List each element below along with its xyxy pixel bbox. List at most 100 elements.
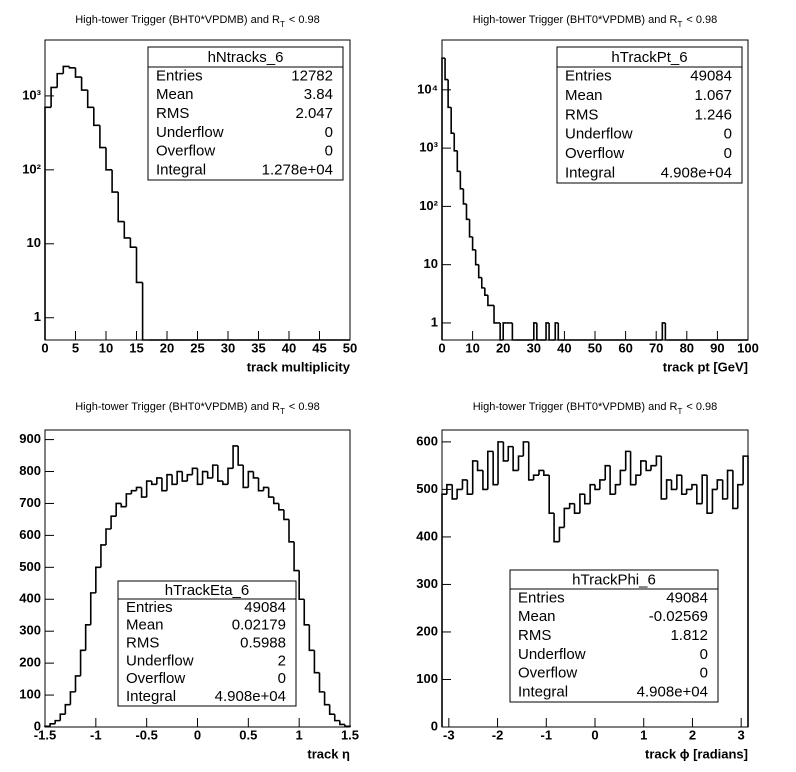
histogram-bin xyxy=(262,486,269,491)
histogram-bin xyxy=(462,188,467,205)
stats-value: 0 xyxy=(724,145,732,162)
histogram-bin xyxy=(74,67,82,78)
histogram-bin xyxy=(543,470,550,476)
histogram-bin xyxy=(660,456,667,500)
y-tick-label: 200 xyxy=(19,655,41,670)
stats-label: Integral xyxy=(156,162,206,179)
x-tick-label: 80 xyxy=(680,340,694,355)
x-tick-label: -1.5 xyxy=(34,727,56,742)
x-tick-label: 0 xyxy=(194,727,201,742)
x-tick-label: 40 xyxy=(557,340,571,355)
histogram-bin xyxy=(123,221,131,239)
title-text: High-tower Trigger (BHT0*VPDMB) and R xyxy=(473,401,678,413)
histogram-bin xyxy=(502,441,509,462)
histogram-bin xyxy=(511,322,516,341)
histogram-bin xyxy=(736,483,744,509)
histogram-bin xyxy=(267,487,274,498)
x-tick-label: 20 xyxy=(496,340,510,355)
x-tick-label: 0 xyxy=(41,340,48,355)
histogram-bin xyxy=(554,322,559,340)
y-tick-label: 300 xyxy=(416,576,438,591)
histogram-bin xyxy=(447,79,452,109)
stats-label: Underflow xyxy=(156,124,224,141)
histogram-bin xyxy=(186,473,193,482)
histogram-bin xyxy=(450,107,455,135)
histogram-bin xyxy=(84,624,91,651)
histogram-bin xyxy=(318,672,325,693)
histogram-bin xyxy=(487,450,494,490)
histogram-bin xyxy=(56,72,64,88)
histogram-bin xyxy=(44,106,52,340)
y-tick-label: 0 xyxy=(431,718,438,733)
histogram-bin xyxy=(105,528,112,545)
histogram-bin xyxy=(661,322,666,340)
histogram-bin xyxy=(54,719,61,724)
histogram-bin xyxy=(86,90,94,109)
histogram-bin xyxy=(135,486,142,491)
histogram-bin xyxy=(594,484,600,491)
y-tick-label: 200 xyxy=(416,623,438,638)
histogram-bin xyxy=(166,473,173,491)
histogram-bin xyxy=(579,493,585,514)
stats-label: RMS xyxy=(518,627,551,644)
histogram-bin xyxy=(558,526,565,542)
stats-title: hTrackPhi_6 xyxy=(572,571,656,588)
histogram-bin xyxy=(95,566,101,593)
histogram-bin xyxy=(64,703,71,715)
stats-value: 0 xyxy=(700,646,708,663)
histogram-bin xyxy=(441,493,447,727)
y-tick-label: 700 xyxy=(19,495,41,510)
stats-value: 12782 xyxy=(291,67,333,84)
title-text: High-tower Trigger (BHT0*VPDMB) and R xyxy=(75,14,280,26)
histogram-bin xyxy=(492,451,499,486)
x-tick-label: 30 xyxy=(527,340,541,355)
histogram-bin xyxy=(176,470,183,485)
histogram-bin xyxy=(252,471,259,479)
histogram-bin xyxy=(474,249,479,266)
histogram-bin xyxy=(645,460,652,472)
histogram-bin xyxy=(629,451,636,486)
histogram-bin xyxy=(563,507,570,528)
stats-value: 2.047 xyxy=(295,105,333,122)
histogram-bin xyxy=(568,502,575,509)
histogram-bin xyxy=(480,277,485,289)
histogram-bin xyxy=(74,675,81,692)
histogram-bin xyxy=(497,441,504,485)
histogram-bin xyxy=(49,723,56,727)
histogram-bin xyxy=(507,445,514,461)
histogram-bin xyxy=(716,479,723,490)
histogram-bin xyxy=(696,484,703,505)
histogram-bin xyxy=(721,479,728,500)
stats-label: Entries xyxy=(156,67,203,84)
stats-title: hNtracks_6 xyxy=(208,49,284,66)
histogram-bin xyxy=(456,488,463,499)
title-subscript: T xyxy=(678,407,683,416)
histogram-bin xyxy=(701,474,708,504)
histogram-bin xyxy=(573,503,580,514)
x-tick-label: 10 xyxy=(99,340,113,355)
x-tick-label: 0 xyxy=(438,340,445,355)
histogram-bin xyxy=(217,465,223,482)
x-tick-label: 2 xyxy=(689,727,696,742)
histogram-bin xyxy=(685,488,692,495)
stats-value: 0 xyxy=(700,665,708,682)
stats-value: 0.02179 xyxy=(232,617,286,634)
stats-label: Integral xyxy=(126,688,176,705)
histogram-bin xyxy=(125,493,132,507)
x-tick-label: 30 xyxy=(221,340,235,355)
histogram-bin xyxy=(624,450,631,471)
histogram-bin xyxy=(242,465,249,489)
y-tick-label: 600 xyxy=(416,433,438,448)
stats-label: Overflow xyxy=(126,670,185,687)
histogram-bin xyxy=(237,445,244,466)
stats-label: Mean xyxy=(156,86,194,103)
y-tick-label: 10⁴ xyxy=(417,81,438,96)
histogram-bin xyxy=(339,720,345,726)
histogram-bin xyxy=(553,513,560,543)
stats-value: 4.908e+04 xyxy=(215,688,286,705)
histogram-bin xyxy=(538,469,544,476)
histogram-bin xyxy=(278,503,284,511)
histogram-bin xyxy=(691,483,697,490)
x-tick-label: 5 xyxy=(72,340,79,355)
stats-value: -0.02569 xyxy=(649,608,708,625)
